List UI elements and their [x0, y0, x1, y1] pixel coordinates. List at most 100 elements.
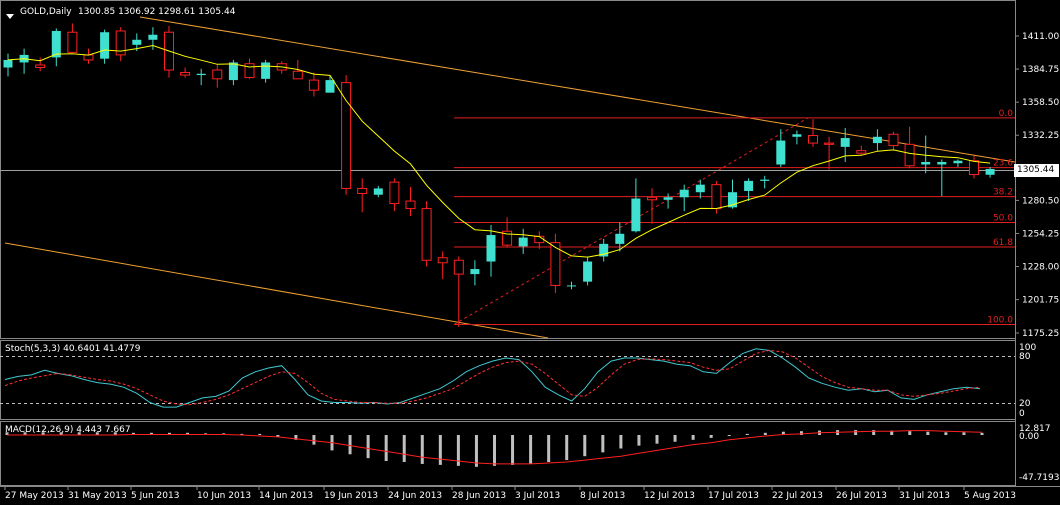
macd-bar	[511, 435, 515, 465]
stoch-signal-line	[4, 349, 981, 406]
macd-bar	[294, 435, 298, 440]
candle-body	[115, 30, 126, 56]
main-chart-pane[interactable]	[0, 0, 1016, 339]
candle-body	[840, 138, 850, 147]
candle-body	[888, 133, 899, 147]
candle-body	[856, 150, 867, 154]
price-label: 1384.75	[1022, 65, 1059, 75]
fibo-trend-line	[453, 117, 809, 325]
candle-body	[470, 269, 480, 275]
candle-body	[453, 259, 464, 275]
price-label: 1175.25	[1022, 329, 1059, 339]
candle-body	[51, 30, 61, 58]
price-label: 1254.25	[1022, 229, 1059, 239]
chart-menu-triangle-icon[interactable]	[6, 6, 15, 19]
macd-bar	[962, 432, 966, 435]
fibo-level-label: 100.0	[987, 315, 1013, 325]
macd-bar	[529, 435, 533, 464]
macd-bar	[709, 435, 713, 438]
fibo-level-label: 50.0	[993, 213, 1013, 223]
macd-bar	[980, 432, 984, 435]
stochastic-pane[interactable]	[0, 340, 1016, 420]
macd-bar	[276, 435, 280, 437]
candle-body	[631, 198, 641, 232]
macd-level-zero: 0.00	[1019, 432, 1039, 442]
date-label: 12 Jul 2013	[644, 491, 695, 501]
macd-bar	[547, 435, 551, 462]
date-label: 17 Jul 2013	[708, 491, 759, 501]
macd-bar	[727, 435, 731, 436]
price-label: 1201.75	[1022, 296, 1059, 306]
macd-bar	[5, 432, 9, 435]
date-label: 10 Jun 2013	[197, 491, 251, 501]
stoch-level-80: 80	[1019, 352, 1031, 362]
stochastic-lines	[4, 348, 981, 408]
macd-bar	[456, 435, 460, 466]
date-label: 26 Jul 2013	[836, 491, 887, 501]
date-label: 5 Jun 2013	[131, 491, 179, 501]
candle-body	[437, 257, 448, 264]
fibo-level-label: 38.2	[993, 188, 1013, 198]
macd-bar	[781, 431, 785, 435]
channel-lines[interactable]	[4, 16, 1016, 339]
date-label: 8 Jul 2013	[580, 491, 625, 501]
candle-body	[518, 237, 528, 247]
candle-body	[647, 196, 657, 201]
upper-channel-line	[139, 16, 1016, 163]
candle-body	[969, 160, 979, 176]
candle-body	[502, 230, 513, 246]
candle-body	[389, 181, 400, 205]
macd-bar	[944, 432, 948, 435]
candle-body	[132, 39, 142, 45]
macd-bar	[312, 435, 316, 445]
fibo-level-label: 0.0	[999, 109, 1014, 119]
fibo-level-label: 23.6	[993, 159, 1013, 169]
candle-body	[35, 64, 46, 68]
macd-bar	[59, 432, 63, 435]
ohlc-readout: 1300.85 1306.92 1298.61 1305.44	[78, 7, 236, 17]
macd-bar	[745, 433, 749, 435]
candle-body	[872, 136, 882, 144]
macd-bar	[23, 432, 27, 435]
price-label: 1280.50	[1022, 196, 1059, 206]
macd-bar	[637, 435, 641, 446]
macd-signal-line	[7, 430, 983, 465]
candle-body	[695, 184, 705, 193]
moving-average-line	[7, 44, 991, 258]
macd-bar	[77, 432, 81, 435]
stochastic-title: Stoch(5,3,3) 40.6401 41.4779	[5, 344, 141, 354]
macd-bar	[493, 435, 496, 466]
candle-body	[760, 179, 770, 181]
price-label: 1228.00	[1022, 263, 1059, 273]
macd-bar	[691, 435, 695, 440]
candle-body	[792, 134, 802, 137]
candle-body	[100, 32, 110, 59]
date-label: 19 Jun 2013	[324, 491, 378, 501]
candle-body	[711, 184, 722, 210]
candle-body	[921, 161, 931, 165]
fibo-level-label: 61.8	[993, 238, 1013, 248]
ma-line	[7, 44, 991, 258]
candle-body	[373, 188, 383, 195]
macd-bar	[655, 435, 659, 444]
candle-body	[405, 200, 416, 210]
macd-bar	[402, 435, 406, 462]
macd-bar	[420, 435, 424, 464]
candle-body	[663, 197, 673, 200]
symbol-timeframe: GOLD,Daily	[20, 7, 72, 17]
macd-bar	[348, 435, 352, 455]
date-label: 31 May 2013	[68, 491, 127, 501]
macd-bar	[673, 435, 677, 442]
macd-bar	[366, 435, 370, 459]
macd-bar	[186, 432, 190, 435]
macd-bar	[474, 435, 478, 467]
price-label: 1332.25	[1022, 131, 1059, 141]
date-label: 24 Jun 2013	[388, 491, 442, 501]
candle-body	[937, 161, 947, 165]
macd-bar	[583, 435, 587, 457]
candle-body	[67, 31, 78, 53]
date-label: 28 Jun 2013	[452, 491, 506, 501]
fibonacci-retracement[interactable]: 0.0 23.6 38.2 50.0 61.8 100.0	[453, 109, 1015, 326]
macd-bar	[908, 431, 912, 435]
